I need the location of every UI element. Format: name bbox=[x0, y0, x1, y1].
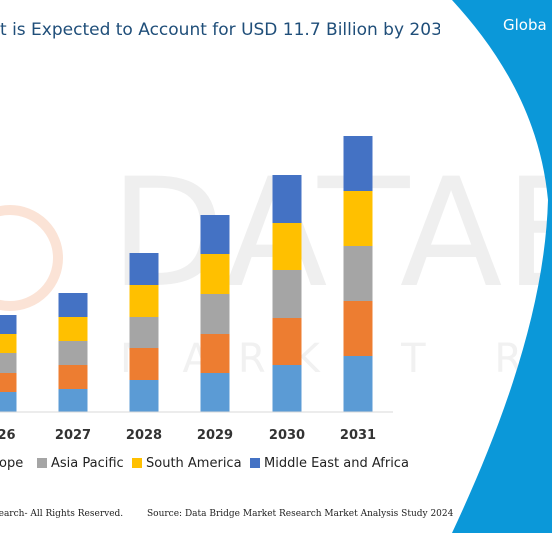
bar-segment-2027-s4 bbox=[58, 293, 88, 317]
bar-segment-2027-s1 bbox=[58, 365, 88, 389]
chart-bars bbox=[0, 136, 373, 412]
chart-title: t is Expected to Account for USD 11.7 Bi… bbox=[0, 20, 440, 40]
x-tick-label: 2031 bbox=[340, 428, 376, 443]
bar-segment-2031-s2 bbox=[343, 246, 373, 301]
bar-segment-2030-s2 bbox=[272, 270, 302, 318]
bar-segment-2031-s4 bbox=[343, 136, 373, 191]
bar-segment-2029-s4 bbox=[200, 215, 230, 254]
bar-segment-2031-s0 bbox=[343, 356, 373, 412]
legend-swatch bbox=[37, 458, 47, 468]
legend-item: Asia Pacific bbox=[37, 456, 124, 471]
bar-segment-2027-s3 bbox=[58, 317, 88, 341]
bar-segment-2029-s2 bbox=[200, 294, 230, 334]
bar-segment-026-s3 bbox=[0, 334, 17, 353]
watermark-line-2: MARKET RE bbox=[120, 336, 552, 382]
bar-segment-026-s4 bbox=[0, 315, 17, 334]
x-tick-label: 2029 bbox=[197, 428, 233, 443]
bar-segment-2031-s1 bbox=[343, 301, 373, 356]
footer-source: Source: Data Bridge Market Research Mark… bbox=[147, 509, 454, 519]
bar-segment-2029-s1 bbox=[200, 334, 230, 373]
legend-item: South America bbox=[132, 456, 242, 471]
bar-segment-2028-s1 bbox=[129, 348, 159, 380]
bar-segment-2030-s4 bbox=[272, 175, 302, 223]
bar-segment-026-s0 bbox=[0, 392, 17, 412]
bar-segment-2030-s1 bbox=[272, 318, 302, 365]
bar-segment-2031-s3 bbox=[343, 191, 373, 246]
bar-segment-2028-s4 bbox=[129, 253, 159, 285]
bar-segment-2028-s3 bbox=[129, 285, 159, 317]
x-tick-label: 2030 bbox=[269, 428, 305, 443]
bar-segment-2028-s2 bbox=[129, 317, 159, 348]
bar-segment-2029-s0 bbox=[200, 373, 230, 412]
legend-swatch bbox=[250, 458, 260, 468]
bar-segment-026-s2 bbox=[0, 353, 17, 373]
legend-swatch bbox=[132, 458, 142, 468]
legend-label: Asia Pacific bbox=[51, 456, 124, 471]
bar-segment-2030-s3 bbox=[272, 223, 302, 270]
x-tick-label: 026 bbox=[0, 428, 16, 443]
bar-segment-2028-s0 bbox=[129, 380, 159, 412]
legend-label: rope bbox=[0, 456, 24, 471]
side-label: Globa bbox=[503, 16, 547, 34]
bar-segment-2027-s0 bbox=[58, 389, 88, 412]
legend-label: Middle East and Africa bbox=[264, 456, 409, 471]
bar-segment-2029-s3 bbox=[200, 254, 230, 294]
watermark-line-1: DATABRI bbox=[110, 147, 552, 321]
x-tick-label: 2028 bbox=[126, 428, 162, 443]
x-tick-labels: 026 2027 2028 2029 2030 2031 bbox=[0, 428, 376, 443]
footer-copyright: search- All Rights Reserved. bbox=[0, 509, 124, 519]
legend-item: rope bbox=[0, 456, 23, 471]
bar-segment-2027-s2 bbox=[58, 341, 88, 365]
x-tick-label: 2027 bbox=[55, 428, 91, 443]
bar-segment-026-s1 bbox=[0, 373, 17, 392]
legend-label: South America bbox=[146, 456, 242, 471]
bar-segment-2030-s0 bbox=[272, 365, 302, 412]
legend-item: Middle East and Africa bbox=[250, 456, 409, 471]
